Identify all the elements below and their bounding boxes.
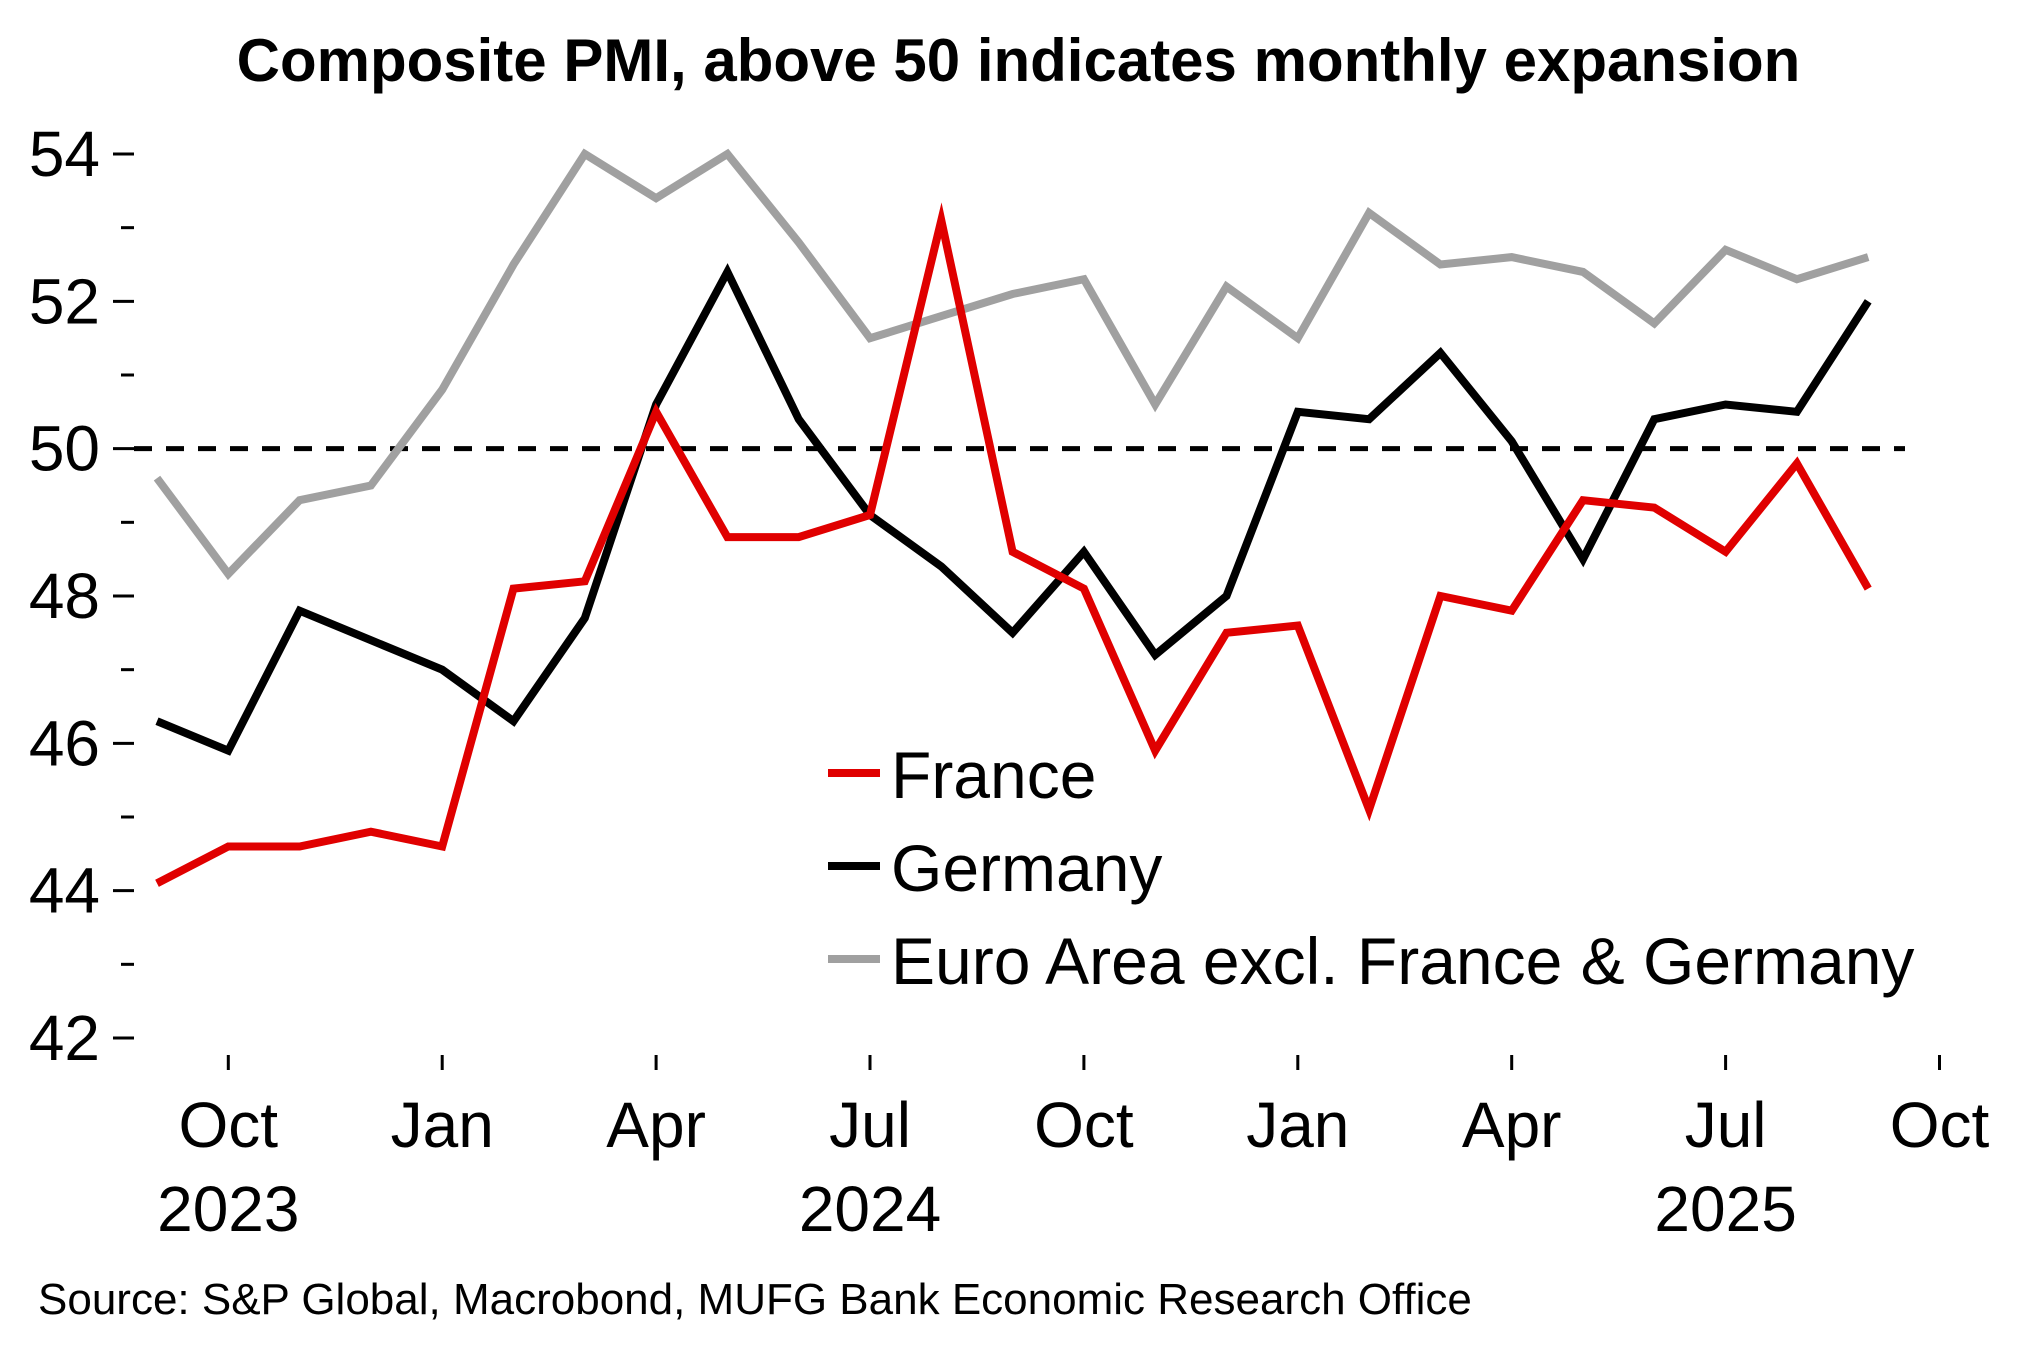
x-tick-label: Apr [1462, 1089, 1562, 1161]
x-year-label: 2023 [157, 1173, 299, 1245]
y-tick-label: 54 [29, 118, 100, 190]
y-tick-label: 48 [29, 560, 100, 632]
legend-label: Euro Area excl. France & Germany [891, 924, 1914, 998]
y-tick-label: 44 [29, 855, 100, 927]
y-tick-label: 46 [29, 707, 100, 779]
x-tick-label: Oct [1890, 1089, 1990, 1161]
y-tick-label: 42 [29, 1002, 100, 1074]
x-tick-label: Apr [606, 1089, 706, 1161]
x-tick-label: Oct [1034, 1089, 1134, 1161]
series-line-euro-area-excl-france-germany [153, 148, 1870, 581]
x-tick-label: Jul [829, 1089, 911, 1161]
chart-title: Composite PMI, above 50 indicates monthl… [236, 27, 1801, 94]
x-tick-label: Jan [1246, 1089, 1349, 1161]
series-line-france [155, 202, 1872, 887]
x-tick-label: Jul [1685, 1089, 1767, 1161]
legend-label: Germany [891, 831, 1162, 905]
source-note: Source: S&P Global, Macrobond, MUFG Bank… [38, 1275, 1472, 1324]
legend-label: France [891, 738, 1096, 812]
x-tick-label: Jan [391, 1089, 494, 1161]
y-tick-label: 52 [29, 265, 100, 337]
x-year-label: 2025 [1654, 1173, 1796, 1245]
x-year-label: 2024 [799, 1173, 941, 1245]
legend: France Germany Euro Area excl. France & Ge… [828, 738, 1914, 998]
y-tick-label: 50 [29, 413, 100, 485]
x-axis: Oct 2023 Jan Apr Jul 2024 Oct Jan Apr Jul 2025 Oct [157, 1055, 1990, 1245]
x-tick-label: Oct [179, 1089, 279, 1161]
y-axis: 42 44 46 48 50 52 54 [29, 118, 134, 1074]
series-lines [153, 148, 1872, 887]
series-line-germany [155, 263, 1872, 756]
